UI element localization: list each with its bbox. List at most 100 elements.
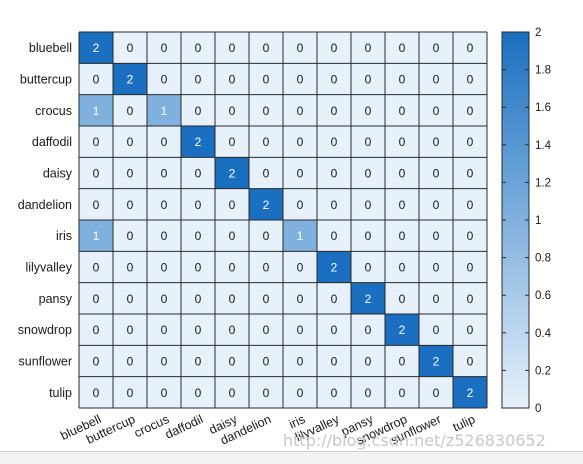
cell-value-label: 0: [127, 198, 134, 212]
cell-value-label: 2: [331, 261, 338, 275]
cell-value-label: 0: [263, 104, 270, 118]
cell-value-label: 0: [263, 135, 270, 149]
cell-value-label: 0: [297, 41, 304, 55]
heatmap-cell: [317, 94, 351, 126]
cell-value-label: 2: [93, 41, 100, 55]
cell-value-label: 0: [93, 198, 100, 212]
heatmap-cell: [79, 188, 113, 220]
heatmap-value-labels: 2 0 0 0 0 0 0 0 0 0 0 0 0 2 0 0 0 0 0 0 0 0 0 0 1 0 1 0 0 0 0 0 0 0 0 0 0 0 0 2…: [93, 41, 474, 400]
heatmap-cell: [283, 314, 317, 346]
cell-value-label: 0: [399, 386, 406, 400]
heatmap-cell: [453, 126, 487, 158]
row-tick-label: daisy: [43, 167, 73, 181]
cell-value-label: 0: [433, 292, 440, 306]
cell-value-label: 0: [161, 198, 168, 212]
cell-value-label: 0: [229, 386, 236, 400]
heatmap-cell: [249, 314, 283, 346]
cell-value-label: 0: [195, 41, 202, 55]
heatmap-cell: [283, 94, 317, 126]
cell-value-label: 0: [229, 198, 236, 212]
heatmap-cell: [351, 220, 385, 252]
heatmap-cell: [419, 376, 453, 408]
cell-value-label: 0: [161, 323, 168, 337]
heatmap-cell: [147, 376, 181, 408]
heatmap-cell: [113, 345, 147, 377]
heatmap-cell: [317, 63, 351, 95]
heatmap-cell: [79, 63, 113, 95]
heatmap-cell: [385, 251, 419, 283]
heatmap-cell: [385, 63, 419, 95]
cell-value-label: 0: [365, 135, 372, 149]
cell-value-label: 2: [365, 292, 372, 306]
colorbar-tick-label: 1.4: [535, 140, 552, 152]
colorbar-tick-label: 2: [535, 27, 541, 39]
heatmap-cell: [181, 345, 215, 377]
row-tick-label: bluebell: [29, 41, 72, 55]
cell-value-label: 0: [365, 261, 372, 275]
cell-value-label: 0: [467, 73, 474, 87]
heatmap-cell: [79, 251, 113, 283]
cell-value-label: 0: [399, 73, 406, 87]
colorbar-gradient: [501, 31, 530, 409]
cell-value-label: 0: [467, 229, 474, 243]
cell-value-label: 0: [229, 323, 236, 337]
row-tick-label: daffodil: [32, 135, 72, 149]
cell-value-label: 0: [161, 41, 168, 55]
cell-value-label: 0: [331, 292, 338, 306]
cell-value-label: 0: [229, 104, 236, 118]
heatmap-cell: [249, 157, 283, 189]
cell-value-label: 0: [297, 355, 304, 369]
cell-value-label: 0: [331, 386, 338, 400]
heatmap-cell: [113, 251, 147, 283]
row-tick-label: snowdrop: [18, 323, 72, 337]
heatmap-cell: [113, 32, 147, 64]
heatmap-cell: [283, 32, 317, 64]
heatmap-cell: [79, 94, 113, 126]
heatmap-cell: [181, 188, 215, 220]
cell-value-label: 0: [127, 167, 134, 181]
cell-value-label: 0: [399, 135, 406, 149]
heatmap-cell: [215, 282, 249, 314]
cell-value-label: 0: [331, 73, 338, 87]
cell-value-label: 0: [399, 261, 406, 275]
cell-value-label: 0: [467, 323, 474, 337]
cell-value-label: 0: [433, 198, 440, 212]
cell-value-label: 0: [297, 386, 304, 400]
heatmap-cell: [147, 282, 181, 314]
heatmap-cell: [351, 345, 385, 377]
heatmap-cell: [249, 126, 283, 158]
cell-value-label: 0: [93, 261, 100, 275]
cell-value-label: 0: [365, 198, 372, 212]
heatmap-cell: [79, 314, 113, 346]
cell-value-label: 0: [399, 198, 406, 212]
cell-value-label: 0: [433, 41, 440, 55]
cell-value-label: 0: [297, 323, 304, 337]
heatmap-cell: [317, 345, 351, 377]
heatmap-cell: [453, 32, 487, 64]
heatmap-cell: [147, 94, 181, 126]
cell-value-label: 0: [161, 386, 168, 400]
cell-value-label: 0: [297, 198, 304, 212]
heatmap-cell: [147, 345, 181, 377]
colorbar-tick-label: 0.2: [535, 365, 551, 377]
row-tick-label: tulip: [49, 386, 72, 400]
cell-value-label: 0: [399, 104, 406, 118]
heatmap-cell: [385, 32, 419, 64]
heatmap-cell: [79, 32, 113, 64]
cell-value-label: 0: [127, 41, 134, 55]
heatmap-cell: [351, 376, 385, 408]
heatmap-cell: [215, 94, 249, 126]
column-tick-label: iris: [287, 412, 307, 431]
heatmap-cell: [317, 126, 351, 158]
heatmap-cell: [283, 282, 317, 314]
cell-value-label: 0: [365, 104, 372, 118]
cell-value-label: 0: [365, 355, 372, 369]
cell-value-label: 0: [433, 323, 440, 337]
heatmap-cell: [283, 157, 317, 189]
heatmap-cell: [79, 220, 113, 252]
cell-value-label: 0: [297, 292, 304, 306]
cell-value-label: 0: [229, 292, 236, 306]
cell-value-label: 0: [127, 292, 134, 306]
cell-value-label: 0: [331, 41, 338, 55]
